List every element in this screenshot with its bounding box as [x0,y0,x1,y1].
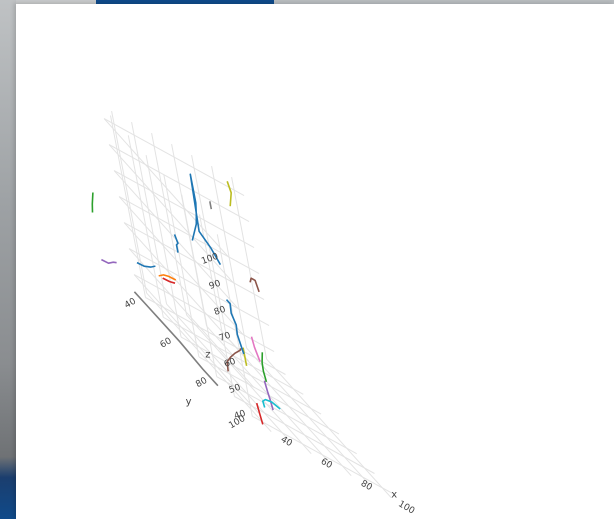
gridline [211,166,248,349]
z-tick-label: 70 [218,331,232,344]
y-tick-label: 60 [159,336,174,351]
trajectory-line-11 [250,336,261,362]
trajectory-line-15 [189,173,222,265]
trajectory-line-9 [225,299,245,355]
grid-lines [103,111,393,499]
gridline [266,358,392,499]
gridline [216,376,357,455]
gridline [108,144,250,223]
y-axis-title: y [186,397,192,408]
background-strip-top-left [0,0,96,4]
z-tick-label: 50 [228,383,242,396]
trajectory-line-16 [209,201,213,210]
x-tick-label: 40 [279,435,294,450]
trajectory-line-7 [226,348,242,372]
gridline [252,415,393,494]
gridline [199,214,235,397]
x-axis-title: x [391,490,397,501]
gridline [231,177,268,360]
trajectory-line-2 [91,192,94,213]
trajectory-line-3 [136,261,156,268]
gridline [103,118,245,197]
gridline [226,336,352,477]
trajectory-line-18 [226,181,232,207]
trajectory-line-10 [261,352,268,383]
trajectory-line-1 [101,258,117,265]
x-tick-label: 60 [319,457,334,472]
trajectory-line-13 [261,398,281,410]
trajectory-line-17 [249,277,260,293]
gridline [118,196,260,275]
trajectory-line-5 [162,277,176,284]
gridline [246,347,372,488]
background-strip-left [0,0,16,519]
trajectory-line-6 [173,234,179,253]
trajectory-line-8 [242,347,248,367]
z-tick-label: 80 [213,305,227,318]
gridline [118,196,245,336]
z-tick-label: 40 [233,409,247,422]
gridline [216,234,253,417]
x-tick-label: 100 [396,499,416,516]
trajectory-lines [91,173,281,425]
plot-panel[interactable] [16,4,614,519]
background-strip-top-blue [96,0,274,4]
gridline [103,118,230,258]
gridline [113,170,255,249]
trajectory-line-0 [133,291,219,387]
gridline [108,144,235,284]
z-axis-title: z [205,349,210,360]
background-strip-top-gray [274,0,614,4]
z-tick-label: 90 [208,279,222,292]
gridline [234,396,375,474]
z-tick-label: 60 [223,357,237,370]
trajectory-line-14 [255,402,264,425]
x-tick-label: 80 [359,479,374,494]
y-tick-label: 80 [194,376,209,391]
trajectory-line-12 [263,380,274,411]
y-tick-label: 40 [123,296,138,311]
trajectory-line-4 [158,274,177,281]
